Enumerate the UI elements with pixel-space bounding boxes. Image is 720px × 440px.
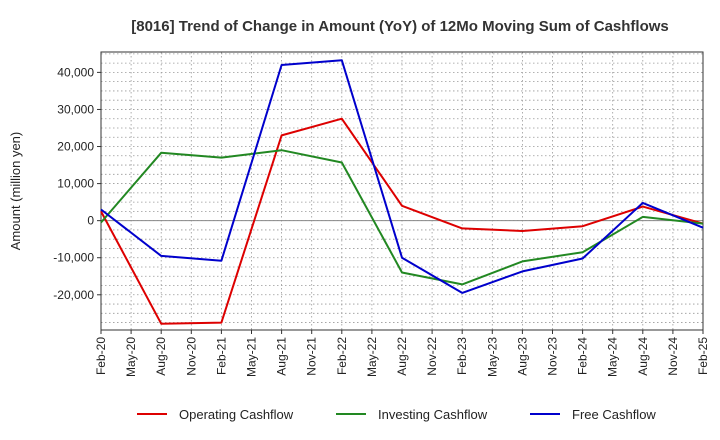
x-tick-label: Feb-25 (696, 337, 710, 375)
x-tick-label: Nov-23 (546, 337, 560, 376)
plot-area (101, 52, 703, 330)
x-tick-label: May-23 (485, 337, 499, 377)
x-tick-label: Aug-23 (515, 337, 529, 376)
free-cashflow-line (100, 59, 704, 294)
y-tick-label: -10,000 (53, 251, 94, 265)
x-axis-ticks: Feb-20 May-20 Aug-20 Nov-20 Feb-21 May-21 Aug-… (94, 330, 710, 377)
series-lines (100, 59, 704, 325)
x-tick-label: Aug-20 (154, 337, 168, 376)
x-tick-label: Nov-21 (305, 337, 319, 376)
legend-label-free-cashflow: Free Cashflow (572, 407, 656, 422)
x-tick-label: Aug-21 (275, 337, 289, 376)
y-tick-label: 30,000 (57, 102, 94, 116)
x-tick-label: Feb-24 (576, 337, 590, 375)
x-tick-label: May-24 (606, 337, 620, 377)
x-tick-label: May-22 (365, 337, 379, 377)
y-tick-label: -20,000 (53, 288, 94, 302)
x-tick-label: Nov-20 (184, 337, 198, 376)
operating-cashflow-line (100, 117, 704, 325)
x-tick-label: May-21 (245, 337, 259, 377)
x-tick-label: Feb-23 (455, 337, 469, 375)
x-tick-label: May-20 (124, 337, 138, 377)
x-tick-label: Nov-22 (425, 337, 439, 376)
legend: Operating Cashflow Investing Cashflow Free… (137, 407, 656, 422)
x-tick-label: Feb-21 (214, 337, 228, 375)
grid-lines (100, 52, 704, 330)
x-tick-label: Feb-22 (335, 337, 349, 375)
y-tick-label: 0 (87, 214, 94, 228)
x-tick-label: Aug-22 (395, 337, 409, 376)
y-tick-label: 10,000 (57, 177, 94, 191)
x-tick-label: Feb-20 (94, 337, 108, 375)
chart-title: [8016] Trend of Change in Amount (YoY) o… (131, 18, 669, 35)
legend-label-operating-cashflow: Operating Cashflow (179, 407, 294, 422)
y-axis-ticks: -20,000 -10,000 0 10,000 20,000 30,000 40,000 (53, 65, 101, 302)
plot-background (101, 52, 703, 330)
x-tick-label: Nov-24 (666, 337, 680, 376)
legend-label-investing-cashflow: Investing Cashflow (378, 407, 488, 422)
y-axis-label: Amount (million yen) (8, 132, 23, 251)
y-tick-label: 40,000 (57, 65, 94, 79)
x-tick-label: Aug-24 (636, 337, 650, 376)
y-tick-label: 20,000 (57, 140, 94, 154)
